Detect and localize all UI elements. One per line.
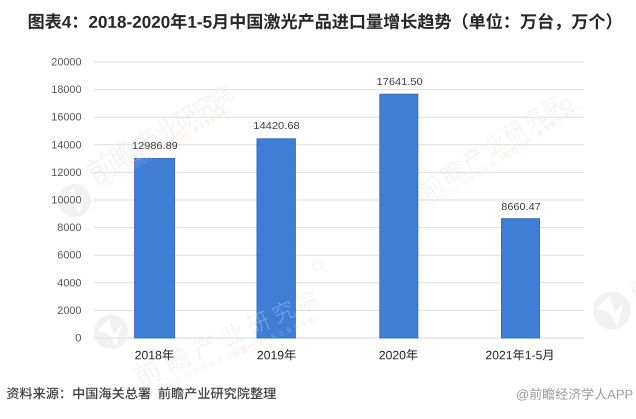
svg-text:6000: 6000 (57, 250, 81, 262)
svg-text:14000: 14000 (51, 139, 81, 151)
svg-text:4000: 4000 (57, 277, 81, 289)
svg-text:17641.50: 17641.50 (377, 77, 424, 88)
svg-text:2000: 2000 (57, 305, 81, 317)
svg-text:14420.68: 14420.68 (253, 121, 300, 132)
svg-text:12986.89: 12986.89 (132, 141, 178, 152)
svg-text:12000: 12000 (51, 167, 81, 179)
svg-text:20000: 20000 (51, 57, 81, 69)
svg-text:10000: 10000 (51, 195, 81, 207)
svg-text:8000: 8000 (57, 222, 81, 234)
svg-text:0: 0 (75, 333, 81, 345)
svg-text:8660.47: 8660.47 (501, 202, 541, 213)
svg-text:18000: 18000 (51, 84, 81, 96)
svg-text:16000: 16000 (51, 112, 81, 124)
